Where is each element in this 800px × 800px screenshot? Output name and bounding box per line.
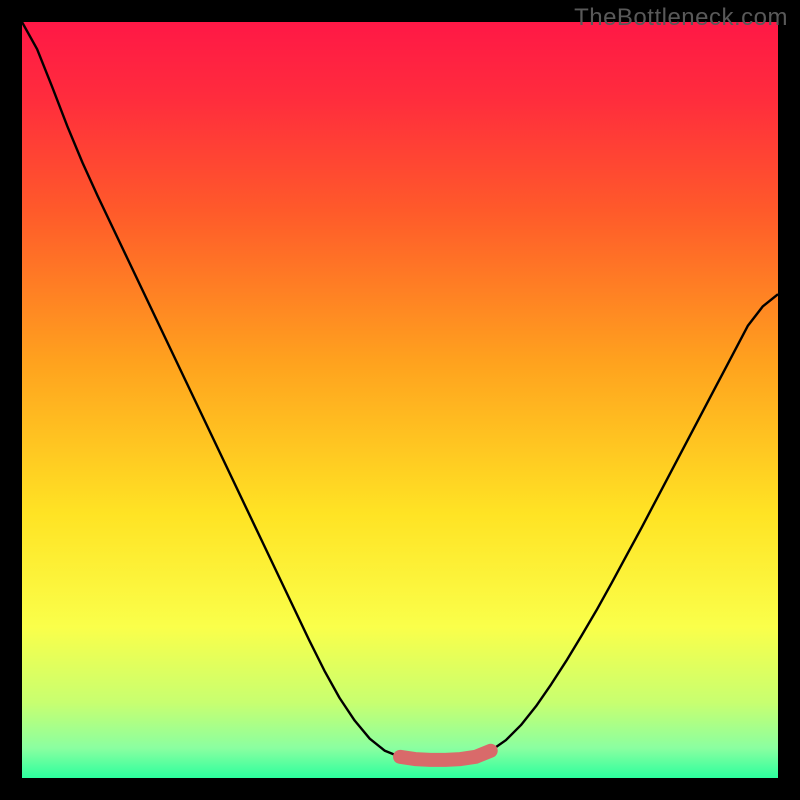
watermark-text: TheBottleneck.com: [574, 4, 788, 32]
gradient-background: [22, 22, 778, 778]
chart-container: TheBottleneck.com: [0, 0, 800, 800]
plot-area: [22, 22, 778, 778]
plot-svg: [22, 22, 778, 778]
